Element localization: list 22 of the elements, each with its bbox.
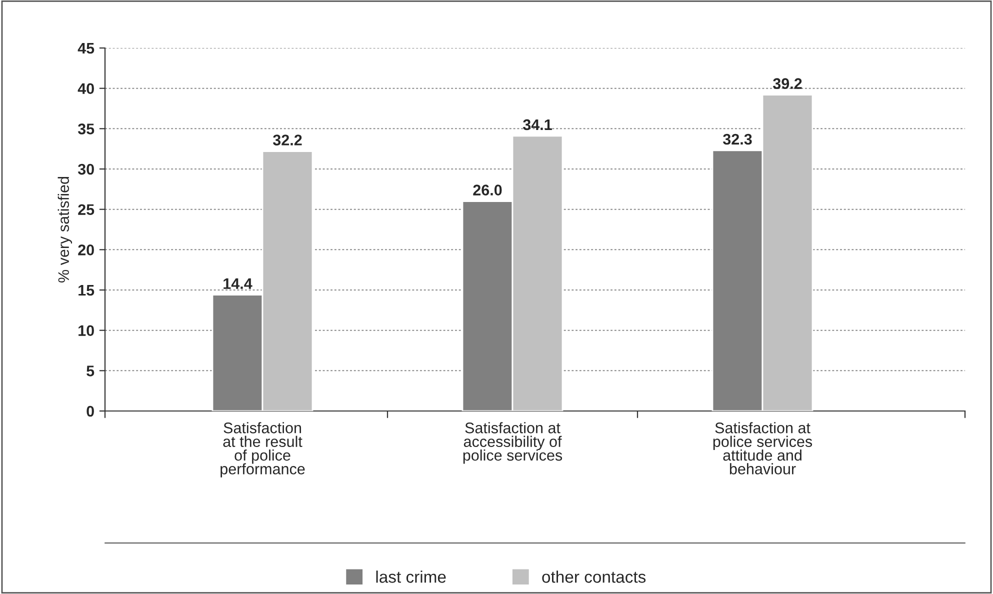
x-tick-label: Satisfaction at police services attitude and behaviour xyxy=(713,422,812,474)
legend-label: last crime xyxy=(376,570,446,583)
y-axis-title: % very satisfied xyxy=(58,176,72,282)
data-label: 14.4 xyxy=(224,278,252,289)
x-tick-label: Satisfaction at accessibility of police services xyxy=(463,422,562,464)
y-tick-label: 20 xyxy=(78,244,94,256)
legend-label: other contacts xyxy=(542,570,646,583)
y-tick-label: 5 xyxy=(86,366,94,376)
y-tick-label: 10 xyxy=(78,325,94,336)
data-label: 39.2 xyxy=(772,78,802,90)
data-label: 26.0 xyxy=(473,184,502,196)
y-tick-label: 45 xyxy=(78,43,94,54)
y-tick-label: 40 xyxy=(78,83,94,94)
y-tick-label: 15 xyxy=(78,285,94,296)
y-tick-label: 25 xyxy=(78,204,94,216)
data-label: 32.2 xyxy=(272,134,302,146)
x-tick-label: Satisfaction at the result of police performance xyxy=(220,422,305,478)
data-label: 32.3 xyxy=(722,134,752,145)
y-tick-label: 30 xyxy=(78,164,94,175)
y-tick-label: 35 xyxy=(78,124,94,134)
y-tick-label: 0 xyxy=(86,406,94,417)
data-label: 34.1 xyxy=(522,119,552,130)
